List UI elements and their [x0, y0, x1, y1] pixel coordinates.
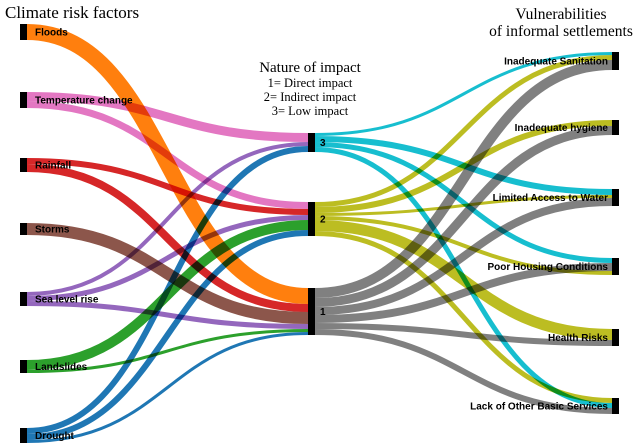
- flow-impact2-to-housing: [314, 216, 613, 275]
- flow-temperature_change-to-impact3: [26, 92, 309, 142]
- legend-direct-impact: 1= Direct impact: [267, 76, 353, 90]
- legend-indirect-impact: 2= Indirect impact: [263, 90, 357, 104]
- node-basic_services: [612, 398, 619, 414]
- flow-rainfall-to-impact1: [26, 164, 309, 312]
- flow-drought-to-impact2: [26, 230, 309, 440]
- flow-drought-to-impact1: [26, 332, 309, 443]
- right-column-title-block: Vulnerabilities of informal settlements: [485, 6, 637, 40]
- flow-sea_level_rise-to-impact3: [26, 142, 309, 296]
- right-column-title-line2: of informal settlements: [489, 23, 633, 40]
- node-label-sea_level_rise: Sea level rise: [35, 295, 99, 306]
- flow-floods-to-impact1: [26, 24, 309, 304]
- flow-rainfall-to-impact2: [26, 158, 309, 215]
- node-rainfall: [20, 158, 27, 172]
- node-health: [612, 329, 619, 346]
- node-drought: [20, 428, 27, 443]
- node-label-hygiene: Inadequate hygiene: [515, 123, 609, 134]
- flow-sea_level_rise-to-impact2: [26, 215, 309, 301]
- node-label-rainfall: Rainfall: [35, 161, 71, 172]
- node-storms: [20, 223, 27, 235]
- node-hygiene: [612, 120, 619, 135]
- node-sea_level_rise: [20, 292, 27, 306]
- node-label-impact3: 3: [320, 138, 326, 149]
- node-label-landslides: Landslides: [35, 362, 88, 373]
- node-label-water: Limited Access to Water: [493, 193, 609, 204]
- middle-column-title: Nature of impact: [259, 60, 361, 76]
- node-label-floods: Floods: [35, 28, 68, 39]
- node-landslides: [20, 360, 27, 373]
- node-label-impact2: 2: [320, 215, 326, 226]
- node-label-drought: Drought: [35, 431, 75, 442]
- left-column-title: Climate risk factors: [5, 3, 140, 22]
- node-label-impact1: 1: [320, 307, 326, 318]
- flow-impact1-to-water: [314, 198, 613, 315]
- flow-impact3-to-sanitation: [314, 52, 613, 136]
- flow-drought-to-impact3: [26, 146, 309, 434]
- node-label-housing: Poor Housing Conditions: [487, 262, 608, 273]
- flow-impact2-to-sanitation: [314, 55, 613, 207]
- middle-column-title-block: Nature of impact 1= Direct impact 2= Ind…: [225, 60, 395, 118]
- flow-impact1-to-basic_services: [314, 329, 613, 414]
- node-label-storms: Storms: [35, 225, 70, 236]
- flow-impact1-to-hygiene: [314, 126, 613, 307]
- node-floods: [20, 24, 27, 40]
- node-label-basic_services: Lack of Other Basic Services: [470, 402, 608, 413]
- legend-low-impact: 3= Low impact: [271, 104, 349, 118]
- flow-impact1-to-health: [314, 323, 613, 346]
- flow-impact3-to-housing: [314, 142, 613, 263]
- flow-landslides-to-impact1: [26, 329, 309, 373]
- node-label-health: Health Risks: [548, 333, 608, 344]
- flow-sea_level_rise-to-impact1: [26, 301, 309, 329]
- flow-impact1-to-sanitation: [314, 60, 613, 298]
- right-column-title-line1: Vulnerabilities: [515, 6, 607, 23]
- node-sanitation: [612, 52, 619, 70]
- node-impact2: [308, 202, 315, 236]
- node-label-sanitation: Inadequate Sanitation: [504, 57, 608, 68]
- node-impact1: [308, 288, 315, 335]
- node-temperature_change: [20, 92, 27, 108]
- node-water: [612, 189, 619, 206]
- node-label-temperature_change: Temperature change: [35, 96, 133, 107]
- node-impact3: [308, 133, 315, 152]
- node-housing: [612, 258, 619, 275]
- flow-impact3-to-basic_services: [314, 147, 613, 408]
- flow-impact3-to-water: [314, 136, 613, 195]
- flow-storms-to-impact1: [26, 223, 309, 324]
